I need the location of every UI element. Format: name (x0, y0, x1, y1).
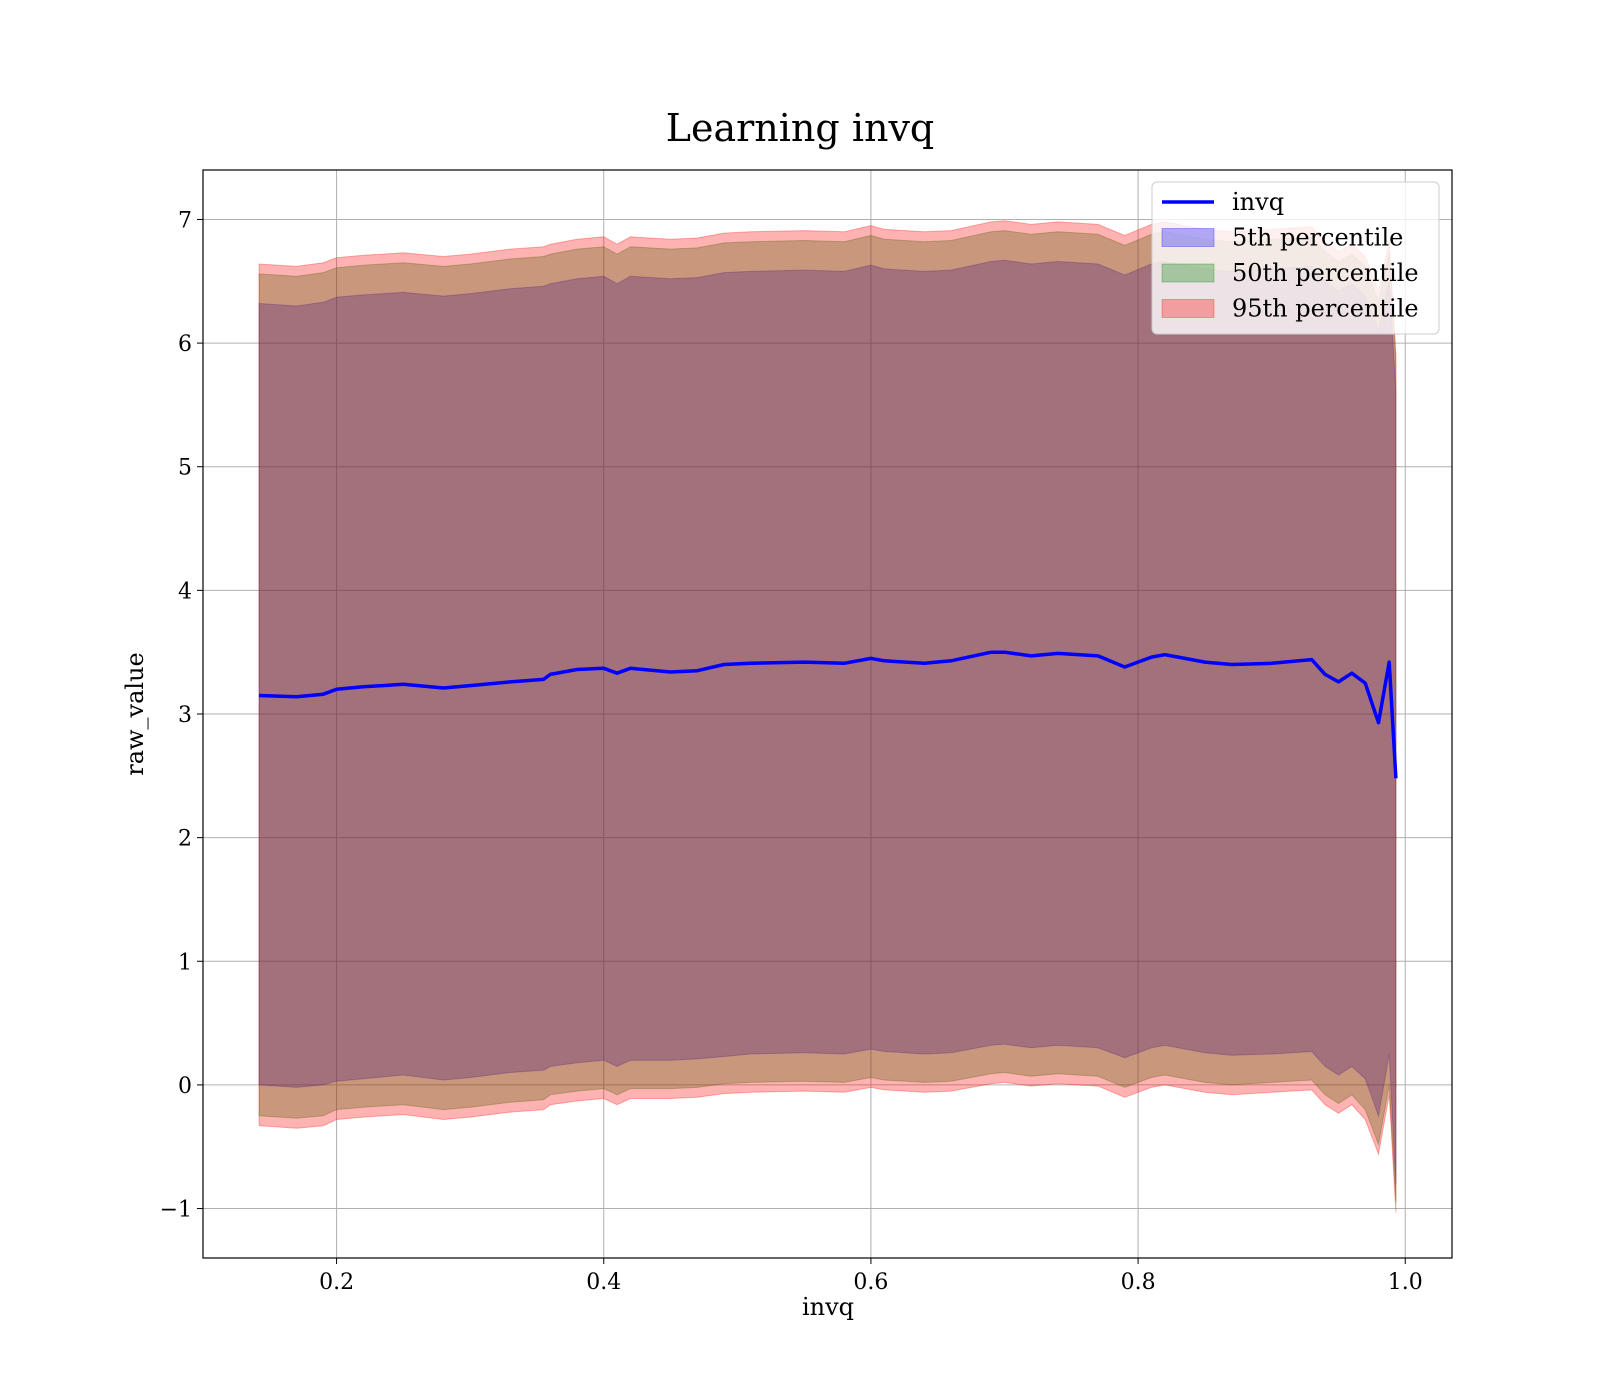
legend-swatch-5th-percentile (1161, 228, 1215, 247)
y-tick-label: 0 (178, 1074, 192, 1099)
x-tick-label: 1.0 (1388, 1270, 1423, 1295)
x-tick-label: 0.6 (853, 1270, 888, 1295)
chart-title: Learning invq (666, 106, 934, 150)
legend-swatch-50th-percentile (1161, 263, 1215, 283)
legend: invq 5th percentile 50th percentile 95th pe… (1151, 181, 1440, 335)
legend-swatch-95th-percentile (1161, 299, 1215, 318)
band-5th-percentile (258, 259, 1397, 1184)
legend-label: 5th percentile (1232, 224, 1403, 252)
tick-layer: 0.2 0.4 0.6 0.8 1.0 −1 0 1 2 3 4 5 6 7 (160, 208, 1423, 1295)
legend-box (1151, 181, 1440, 335)
y-tick-label: 4 (178, 579, 192, 604)
x-tick-label: 0.4 (586, 1270, 621, 1295)
y-axis-label: raw_value (121, 652, 149, 776)
y-tick-label: 5 (178, 456, 192, 481)
y-tick-label: 3 (178, 703, 192, 728)
band-50th-percentile (258, 230, 1397, 1203)
y-tick-label: 7 (178, 208, 192, 233)
x-tick-label: 0.2 (319, 1270, 354, 1295)
x-tick-label: 0.8 (1121, 1270, 1156, 1295)
legend-label: 95th percentile (1232, 295, 1419, 323)
y-tick-label: 6 (178, 332, 192, 357)
y-tick-label: 1 (178, 950, 192, 975)
line-invq (259, 650, 1398, 779)
x-axis-label: invq (802, 1293, 854, 1321)
band-layer (258, 220, 1397, 1213)
y-tick-label: −1 (160, 1198, 192, 1223)
legend-label: 50th percentile (1232, 259, 1419, 287)
line-layer (259, 650, 1398, 779)
legend-label: invq (1232, 188, 1284, 216)
band-95th-percentile (258, 220, 1397, 1213)
y-tick-label: 2 (178, 827, 192, 852)
